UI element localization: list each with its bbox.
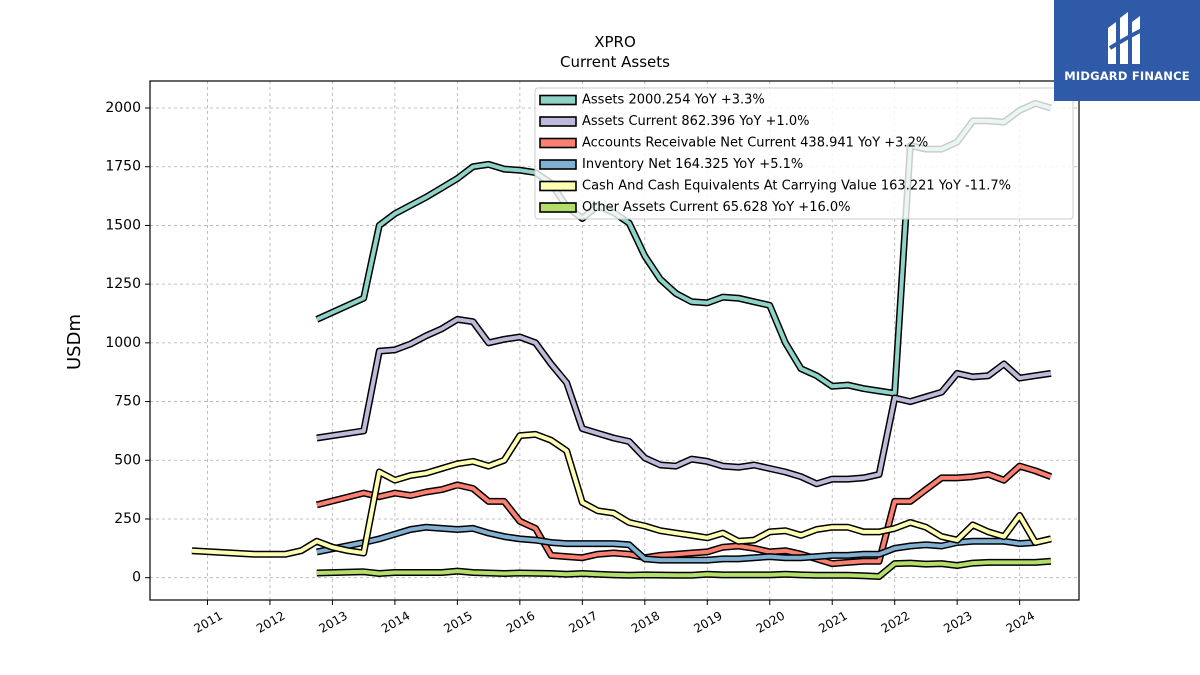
- series-line: [316, 464, 1052, 566]
- legend-label: Assets 2000.254 YoY +3.3%: [582, 93, 765, 108]
- y-tick-label: 750: [114, 394, 141, 410]
- chart-subtitle: Current Assets: [560, 53, 670, 71]
- legend-label: Assets Current 862.396 YoY +1.0%: [582, 114, 809, 129]
- legend-swatch: [539, 180, 577, 192]
- logo: MIDGARD FINANCE: [1054, 0, 1200, 101]
- chart-title: XPRO: [594, 33, 636, 51]
- logo-text: MIDGARD FINANCE: [1064, 69, 1190, 83]
- y-axis-label: USDm: [64, 314, 85, 370]
- x-tick-label: 2017: [566, 608, 599, 635]
- y-tick-label: 1750: [105, 159, 141, 175]
- plot-frame: [149, 80, 1080, 601]
- y-tick-label: 2000: [105, 100, 141, 116]
- series-3: [316, 523, 1052, 564]
- series-line: [316, 317, 1052, 486]
- legend-label: Cash And Cash Equivalents At Carrying Va…: [582, 179, 1011, 194]
- x-tick-label: 2021: [816, 608, 849, 635]
- legend-box: [534, 87, 1074, 220]
- x-tick-label: 2018: [629, 608, 662, 635]
- legend-swatch: [539, 202, 577, 213]
- x-tick-label: 2012: [254, 608, 287, 635]
- legend-label: Other Assets Current 65.628 YoY +16.0%: [582, 200, 851, 215]
- y-tick-label: 1250: [105, 276, 141, 292]
- series-5: [316, 557, 1052, 580]
- series-line: [316, 559, 1052, 579]
- x-tick-label: 2016: [504, 608, 537, 635]
- y-tick-label: 1500: [105, 217, 141, 233]
- series-line: [316, 525, 1052, 563]
- legend-swatch: [539, 137, 577, 149]
- y-tick-label: 250: [114, 511, 141, 527]
- y-ticks: 0 250 500 750 1000 1250 1500 1750 2000: [105, 100, 150, 586]
- x-tick-label: 2011: [192, 608, 225, 635]
- series-line: [191, 432, 1052, 557]
- x-ticks: 2011 2012 2013 2014 2015 2016 2017 2018 2019 2020…: [192, 600, 1037, 636]
- x-tick-label: 2023: [941, 608, 974, 635]
- x-tick-label: 2014: [379, 608, 412, 635]
- legend-swatch: [539, 94, 577, 106]
- series-2: [315, 462, 1053, 568]
- legend: Assets 2000.254 YoY +3.3% Assets Current …: [534, 87, 1074, 220]
- legend-swatch: [539, 116, 577, 127]
- legend-label: Accounts Receivable Net Current 438.941 …: [582, 136, 928, 151]
- legend-swatch: [539, 159, 577, 170]
- y-tick-label: 0: [132, 570, 141, 586]
- x-tick-label: 2013: [316, 608, 349, 635]
- x-tick-label: 2019: [691, 608, 724, 635]
- series-1: [316, 315, 1052, 488]
- y-tick-label: 500: [114, 452, 141, 468]
- logo-mark-icon: [1108, 12, 1143, 64]
- x-tick-label: 2022: [879, 608, 912, 635]
- x-tick-label: 2015: [441, 608, 474, 635]
- x-tick-label: 2024: [1004, 608, 1037, 635]
- y-tick-label: 1000: [105, 335, 141, 351]
- x-tick-label: 2020: [754, 608, 787, 635]
- legend-label: Inventory Net 164.325 YoY +5.1%: [582, 157, 803, 172]
- series-4: [191, 430, 1052, 558]
